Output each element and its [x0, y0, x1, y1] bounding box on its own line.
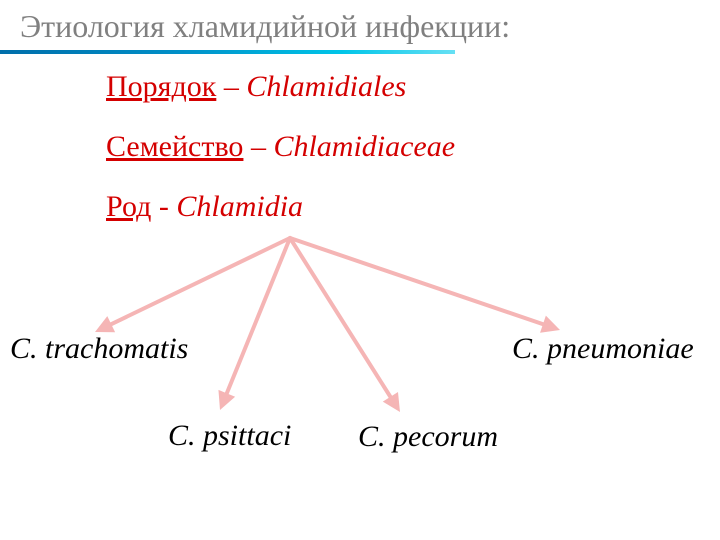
taxonomy-sep: – [243, 130, 273, 163]
taxonomy-key: Семейство [106, 130, 243, 163]
taxonomy-key: Род [106, 190, 151, 223]
species-psittaci: C. psittaci [168, 419, 291, 453]
species-pneumoniae: C. pneumoniae [512, 332, 694, 366]
taxonomy-sep: - [151, 190, 176, 223]
species-pecorum: C. pecorum [358, 420, 498, 454]
slide-title: Этиология хламидийной инфекции: [20, 8, 510, 45]
title-underline [0, 50, 455, 54]
taxonomy-line-order: Порядок – Chlamidiales [106, 70, 406, 104]
taxonomy-val: Chlamidiales [246, 70, 406, 103]
taxonomy-line-family: Семейство – Chlamidiaceae [106, 130, 455, 164]
species-trachomatis: C. trachomatis [10, 332, 188, 366]
taxonomy-line-genus: Род - Chlamidia [106, 190, 303, 224]
taxonomy-val: Chlamidia [176, 190, 303, 223]
taxonomy-key: Порядок [106, 70, 216, 103]
taxonomy-val: Chlamidiaceae [273, 130, 455, 163]
taxonomy-sep: – [216, 70, 246, 103]
